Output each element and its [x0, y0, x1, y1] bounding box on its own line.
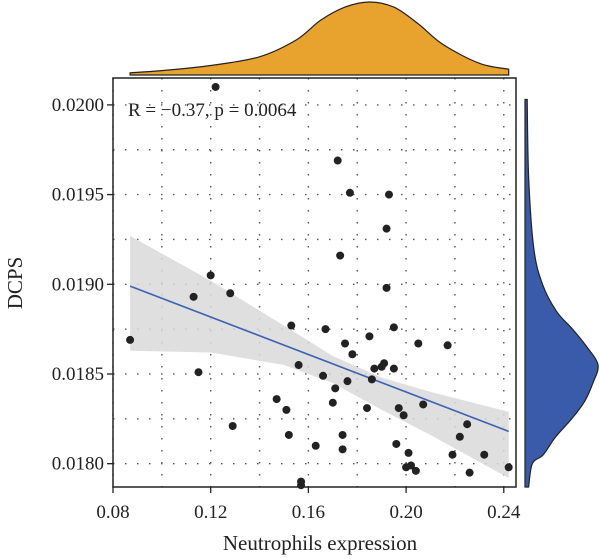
- data-point: [384, 190, 393, 199]
- data-point: [389, 364, 398, 373]
- data-point: [272, 395, 281, 404]
- data-point: [287, 321, 296, 330]
- regression-line-group: [129, 285, 509, 433]
- data-point: [363, 404, 372, 413]
- data-point: [126, 335, 135, 344]
- data-point: [338, 445, 347, 454]
- data-point: [345, 188, 354, 197]
- confidence-band-group: [130, 235, 509, 478]
- data-point: [406, 461, 415, 470]
- data-point: [443, 341, 452, 350]
- y-axis-label: DCPS: [3, 257, 27, 310]
- data-point: [414, 339, 423, 348]
- data-point: [328, 398, 337, 407]
- data-point: [504, 463, 513, 472]
- data-point: [382, 224, 391, 233]
- y-tick-label: 0.0185: [52, 364, 104, 385]
- data-point: [333, 156, 342, 165]
- x-axis-label: Neutrophils expression: [223, 531, 418, 555]
- data-point: [382, 283, 391, 292]
- data-point: [348, 350, 357, 359]
- x-tick-label: 0.08: [96, 502, 129, 523]
- data-point: [411, 466, 420, 475]
- data-point: [465, 468, 474, 477]
- data-point: [294, 361, 303, 370]
- top-density-area: [129, 1, 510, 76]
- x-tick-label: 0.16: [292, 502, 325, 523]
- x-ticks-group: 0.08 0.12 0.16 0.20 0.24: [96, 487, 521, 523]
- data-point: [404, 448, 413, 457]
- correlation-annotation: R = −0.37, p = 0.0064: [128, 100, 297, 121]
- data-point: [341, 339, 350, 348]
- data-point: [367, 375, 376, 384]
- data-point: [284, 430, 293, 439]
- x-tick-label: 0.12: [194, 502, 227, 523]
- right-density-area: [524, 98, 599, 488]
- data-point: [392, 439, 401, 448]
- data-point: [394, 404, 403, 413]
- x-tick-label: 0.20: [389, 502, 422, 523]
- points-group: [126, 82, 513, 490]
- y-ticks-group: 0.0180 0.0185 0.0190 0.0195 0.0200: [52, 95, 113, 475]
- data-point: [399, 411, 408, 420]
- y-tick-label: 0.0195: [52, 185, 104, 206]
- data-point: [419, 400, 428, 409]
- data-point: [370, 364, 379, 373]
- data-point: [319, 371, 328, 380]
- data-point: [321, 325, 330, 334]
- right-density-group: [524, 98, 599, 488]
- data-point: [365, 332, 374, 341]
- data-point: [211, 82, 220, 91]
- data-point: [389, 323, 398, 332]
- data-point: [336, 251, 345, 260]
- plot-frame: [112, 77, 517, 488]
- data-point: [331, 384, 340, 393]
- y-tick-label: 0.0180: [52, 454, 104, 475]
- data-point: [343, 377, 352, 386]
- data-point: [226, 289, 235, 298]
- y-tick-label: 0.0190: [52, 274, 104, 295]
- data-point: [463, 420, 472, 429]
- data-point: [480, 450, 489, 459]
- data-point: [297, 481, 306, 490]
- confidence-band: [130, 235, 509, 478]
- data-point: [455, 432, 464, 441]
- top-density-group: [129, 1, 510, 76]
- data-point: [228, 422, 237, 431]
- data-point: [448, 450, 457, 459]
- data-point: [282, 405, 291, 414]
- data-point: [206, 271, 215, 280]
- data-point: [194, 368, 203, 377]
- regression-line: [129, 285, 509, 433]
- data-point: [380, 359, 389, 368]
- y-tick-label: 0.0200: [52, 95, 104, 116]
- data-point: [189, 292, 198, 301]
- x-tick-label: 0.24: [487, 502, 521, 523]
- data-point: [311, 441, 320, 450]
- data-point: [338, 430, 347, 439]
